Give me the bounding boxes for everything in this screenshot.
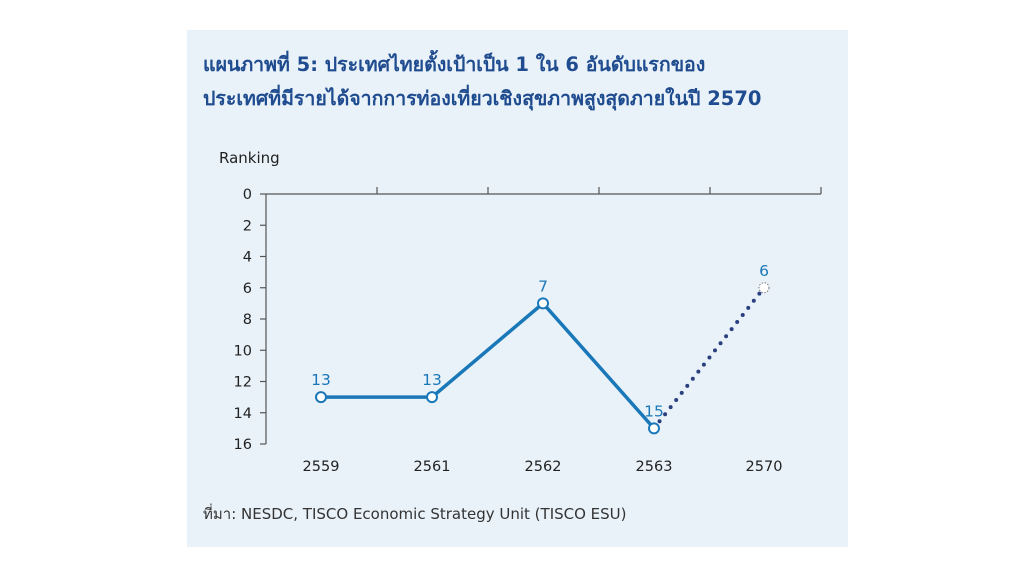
chart-title-line-1: แผนภาพที่ 5: ประเทศไทยตั้งเป้าเป็น 1 ใน … <box>203 53 706 76</box>
data-label: 6 <box>759 262 769 280</box>
data-point-marker <box>537 297 549 310</box>
data-point-marker <box>426 391 438 404</box>
ranking-line <box>321 300 656 430</box>
chart-markers <box>315 282 770 435</box>
chart-panel: แผนภาพที่ 5: ประเทศไทยตั้งเป้าเป็น 1 ใน … <box>187 30 848 547</box>
x-tick-label: 2562 <box>525 459 562 475</box>
source-note: ที่มา: NESDC, TISCO Economic Strategy Un… <box>203 505 627 523</box>
y-tick-label: 14 <box>234 406 252 422</box>
y-tick-label: 8 <box>243 312 252 328</box>
y-tick-label: 0 <box>243 187 252 203</box>
chart-labels: 13 13 7 15 6 <box>311 262 769 421</box>
data-point-marker <box>648 422 660 435</box>
data-label: 13 <box>422 371 442 389</box>
projection-line <box>652 285 766 431</box>
y-axis-label: Ranking <box>219 149 280 167</box>
data-point-marker <box>315 391 327 404</box>
data-label: 15 <box>644 402 664 420</box>
x-tick-label: 2570 <box>746 459 783 475</box>
y-tick-label: 12 <box>234 375 252 391</box>
y-tick-label: 16 <box>234 437 252 453</box>
data-label: 7 <box>538 277 548 295</box>
x-tick-label: 2561 <box>414 459 451 475</box>
projected-point-marker <box>758 282 770 294</box>
chart-title: แผนภาพที่ 5: ประเทศไทยตั้งเป้าเป็น 1 ใน … <box>203 48 843 116</box>
y-tick-label: 10 <box>234 343 252 359</box>
y-tick-label: 6 <box>243 281 252 297</box>
y-tick-label: 2 <box>243 218 252 234</box>
data-label: 13 <box>311 371 331 389</box>
x-tick-label: 2563 <box>636 459 673 475</box>
y-tick-label: 4 <box>243 250 252 266</box>
chart-title-line-2: ประเทศที่มีรายได้จากการท่องเที่ยวเชิงสุข… <box>203 87 762 110</box>
x-tick-label: 2559 <box>303 459 340 475</box>
chart-axes: 0 2 4 6 8 10 12 14 16 Ranking 2559 2561 2562 2563 2570 <box>219 149 822 475</box>
chart-series <box>321 285 766 431</box>
